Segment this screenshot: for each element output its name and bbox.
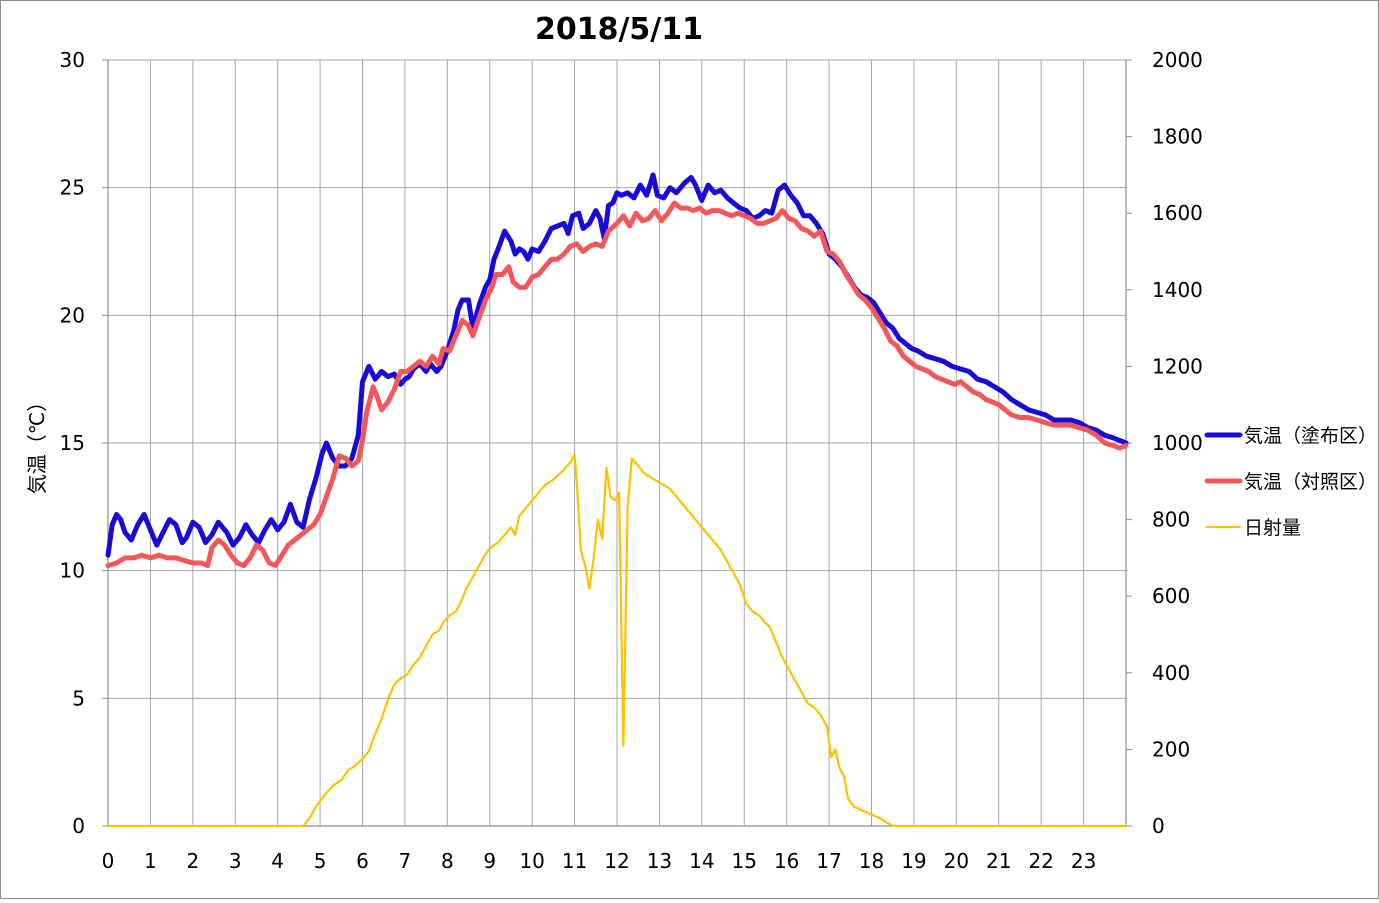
legend: 気温（塗布区） 気温（対照区） 日射量 [1204, 424, 1377, 539]
x-tick-label: 16 [774, 849, 799, 873]
x-tick-label: 2 [186, 849, 199, 873]
y-right-tick-label: 1400 [1152, 278, 1203, 302]
y-right-tick-label: 1000 [1152, 431, 1203, 455]
y-right-tick-label: 2000 [1152, 48, 1203, 72]
x-tick-label: 15 [732, 849, 757, 873]
x-tick-label: 23 [1071, 849, 1096, 873]
y-right-tick-label: 800 [1152, 508, 1190, 532]
series-lines [105, 172, 1129, 828]
y-right-tick-label: 1600 [1152, 201, 1203, 225]
y-left-tick-label: 10 [60, 559, 85, 583]
x-tick-label: 21 [986, 849, 1011, 873]
series-line-1 [105, 172, 1129, 558]
y-right-tick-label: 200 [1152, 737, 1190, 761]
chart-title: 2018/5/11 [535, 12, 703, 47]
y-left-tick-label: 25 [60, 176, 85, 200]
y-left-tick-label: 15 [60, 431, 85, 455]
x-tick-label: 10 [519, 849, 544, 873]
x-tick-label: 22 [1028, 849, 1053, 873]
y-left-tick-label: 30 [60, 48, 85, 72]
legend-label-1: 気温（塗布区） [1244, 424, 1377, 447]
x-tick-label: 8 [441, 849, 454, 873]
y-right-tick-label: 600 [1152, 584, 1190, 608]
x-tick-label: 5 [314, 849, 327, 873]
y-right-tick-label: 400 [1152, 661, 1190, 685]
legend-label-2: 気温（対照区） [1244, 471, 1377, 493]
x-tick-label: 11 [562, 849, 587, 873]
grid-lines [108, 59, 1127, 827]
y-left-tick-label: 5 [72, 686, 85, 710]
y-right-tick-label: 1800 [1152, 125, 1203, 149]
x-tick-label: 0 [102, 849, 115, 873]
x-tick-label: 6 [356, 849, 369, 873]
x-tick-label: 19 [901, 849, 926, 873]
x-tick-label: 14 [689, 849, 714, 873]
x-tick-label: 7 [399, 849, 412, 873]
tick-labels: 0 1 2 3 4 5 6 7 8 9 10 11 12 13 14 15 16 17 18 19 20 21 22 2305… [60, 48, 1203, 873]
x-tick-label: 12 [604, 849, 629, 873]
x-tick-label: 1 [144, 849, 157, 873]
y-right-tick-label: 1200 [1152, 354, 1203, 378]
x-tick-label: 13 [647, 849, 672, 873]
x-tick-label: 18 [859, 849, 884, 873]
legend-label-3: 日射量 [1244, 517, 1301, 539]
series-line-2 [105, 200, 1129, 569]
x-tick-label: 20 [944, 849, 969, 873]
x-tick-label: 17 [816, 849, 841, 873]
y-left-tick-label: 20 [60, 303, 85, 327]
x-tick-label: 4 [271, 849, 284, 873]
series-line-3 [106, 453, 1128, 828]
x-tick-label: 3 [229, 849, 242, 873]
y-left-tick-label: 0 [72, 814, 85, 838]
x-tick-label: 9 [483, 849, 496, 873]
y-axis-label: 気温（℃） [25, 392, 49, 494]
y-right-tick-label: 0 [1152, 814, 1165, 838]
